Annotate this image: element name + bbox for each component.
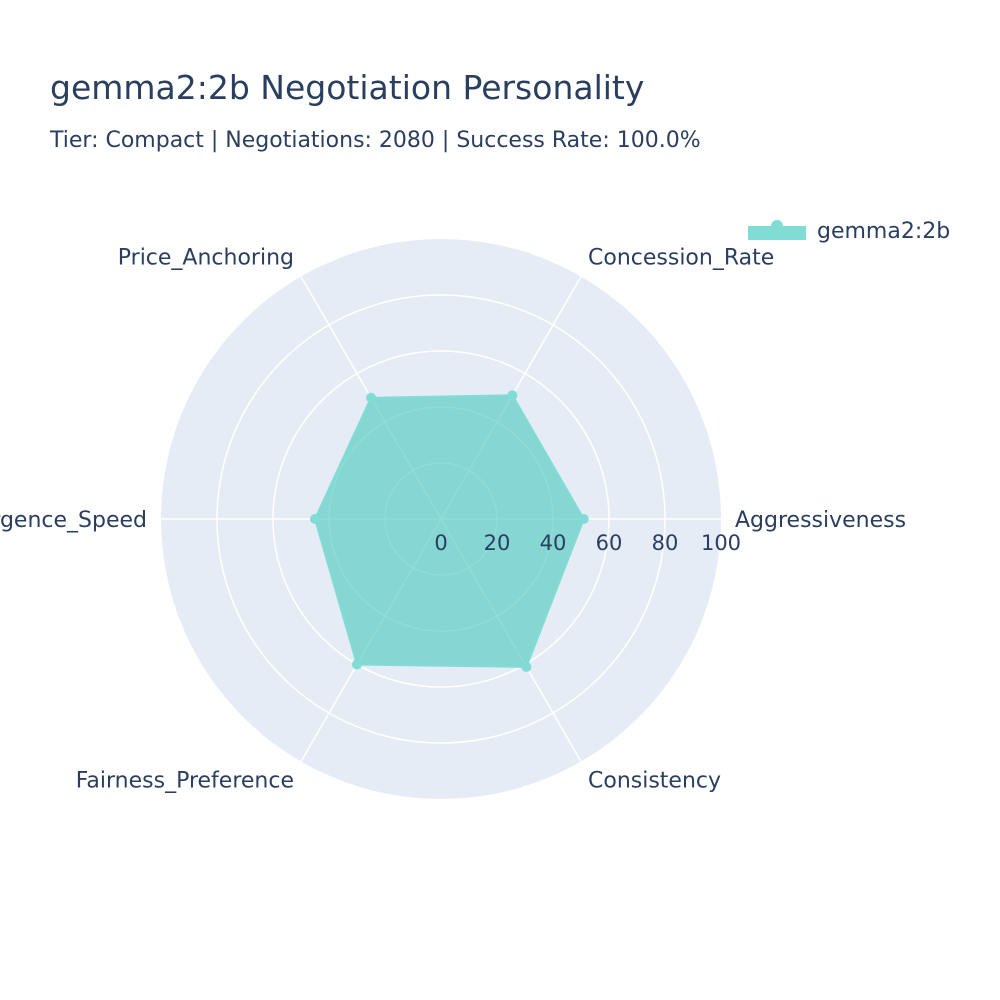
- axis-label-aggressiveness: Aggressiveness: [735, 508, 906, 533]
- radial-tick-0: 0: [434, 531, 447, 555]
- legend-entry-gemma2-2b[interactable]: gemma2:2b: [817, 219, 950, 244]
- angular-axis-labels: Aggressiveness Concession_Rate Price_Ancho…: [0, 245, 906, 793]
- axis-label-convergence_speed: Convergence_Speed: [0, 508, 147, 533]
- data-point-concession_rate[interactable]: [507, 390, 518, 401]
- radial-tick-60: 60: [596, 531, 623, 555]
- radial-tick-labels: 0 20 40 60 80 100: [434, 531, 741, 555]
- data-point-aggressiveness[interactable]: [578, 514, 589, 524]
- series-layer: [310, 390, 589, 672]
- axis-label-price_anchoring: Price_Anchoring: [118, 245, 294, 270]
- data-point-fairness_preference[interactable]: [352, 659, 362, 670]
- radial-tick-80: 80: [652, 531, 679, 555]
- radial-tick-40: 40: [540, 531, 567, 555]
- chart-title: gemma2:2b Negotiation Personality: [50, 68, 645, 107]
- chart-subtitle: Tier: Compact | Negotiations: 2080 | Suc…: [50, 128, 701, 153]
- radial-tick-20: 20: [484, 531, 511, 555]
- data-point-convergence_speed[interactable]: [310, 514, 320, 524]
- axis-label-concession_rate: Concession_Rate: [588, 245, 774, 270]
- data-point-price_anchoring[interactable]: [366, 392, 376, 403]
- legend[interactable]: gemma2:2b: [748, 219, 950, 244]
- legend-marker: [771, 220, 783, 232]
- axis-label-fairness_preference: Fairness_Preference: [76, 769, 294, 794]
- radial-tick-100: 100: [701, 531, 741, 555]
- axis-label-consistency: Consistency: [588, 769, 721, 794]
- data-point-consistency[interactable]: [521, 661, 532, 672]
